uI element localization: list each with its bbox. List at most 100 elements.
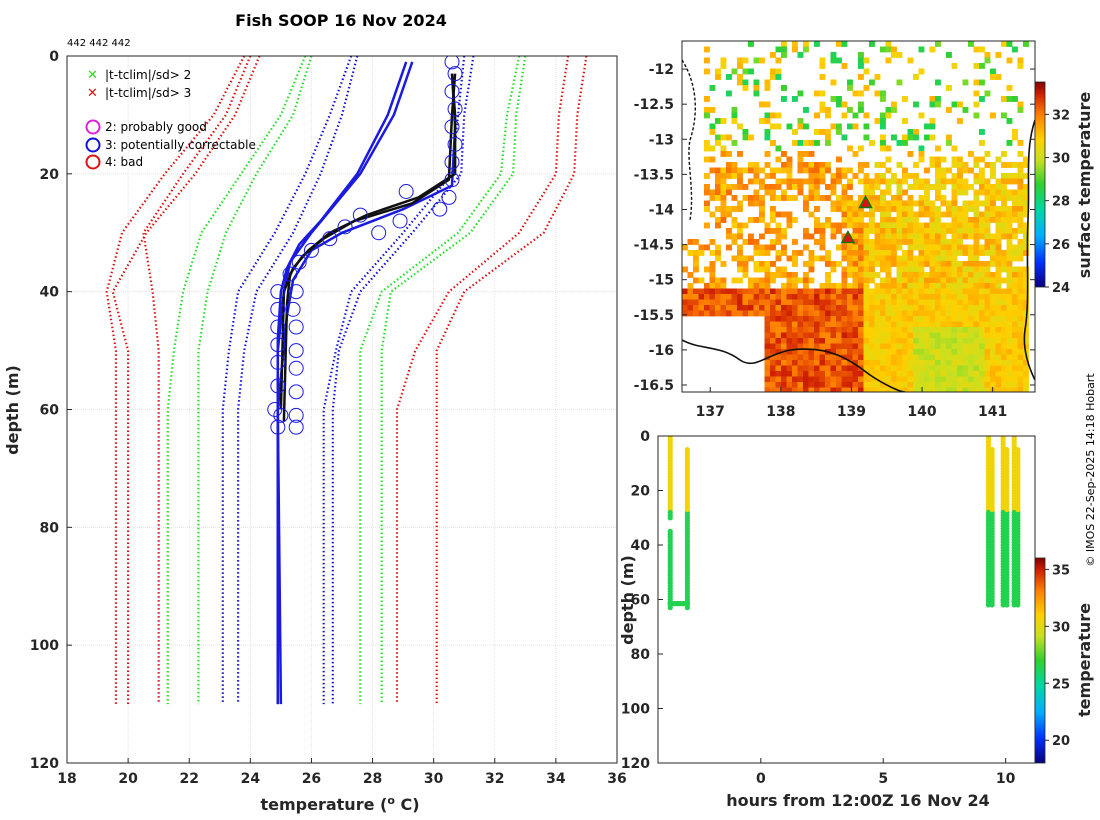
sst-cell	[852, 277, 859, 284]
sst-cell	[918, 360, 925, 366]
sst-cell	[786, 156, 793, 163]
sst-cell	[973, 261, 980, 267]
sst-cell	[1017, 140, 1024, 146]
sst-cell	[786, 294, 793, 300]
track-xlabel: hours from 12:00Z 16 Nov 24	[726, 791, 989, 810]
sst-cell	[979, 200, 985, 207]
sst-cell	[836, 222, 842, 229]
sst-cell	[841, 382, 848, 388]
sst-cell	[720, 134, 727, 141]
sst-cell	[858, 222, 864, 229]
sst-cell	[990, 195, 996, 201]
sst-cell	[962, 338, 969, 344]
sst-cell	[836, 173, 842, 179]
sst-cell	[869, 222, 875, 229]
sst-cell	[819, 233, 826, 240]
sst-cell	[940, 228, 947, 234]
sst-cell	[995, 376, 1002, 383]
sst-cell	[863, 371, 870, 377]
sst-cell	[990, 68, 996, 75]
sst-cell	[957, 239, 963, 245]
sst-cell	[742, 195, 749, 201]
sst-cell	[1017, 327, 1024, 333]
sst-cell	[896, 327, 903, 333]
sst-cell	[979, 46, 985, 53]
track-point	[1015, 447, 1021, 453]
sst-cell	[819, 107, 826, 113]
sst-cell	[979, 173, 985, 179]
sst-cell	[858, 239, 864, 245]
sst-cell	[979, 321, 985, 328]
sst-cell	[891, 376, 897, 383]
sst-cell	[984, 57, 991, 64]
sst-cell	[951, 211, 958, 218]
sst-cell	[885, 354, 892, 361]
sst-cell	[957, 310, 963, 317]
sst-cell	[720, 288, 727, 295]
sst-cell	[957, 316, 963, 322]
track-y-tick-label: 60	[631, 593, 651, 609]
sst-cell	[797, 288, 804, 295]
sst-cell	[1001, 112, 1007, 119]
sst-cell	[1001, 360, 1007, 366]
sst-cell	[819, 162, 826, 168]
sst-cell	[731, 140, 738, 146]
sst-cell	[885, 272, 892, 278]
sst-cell	[896, 360, 903, 366]
sst-cell	[830, 52, 837, 58]
sst-cell	[951, 349, 958, 355]
sst-cell	[858, 277, 864, 284]
sst-cell	[814, 371, 820, 377]
sst-cell	[940, 200, 947, 207]
sst-cell	[946, 134, 952, 141]
sst-cell	[808, 327, 815, 333]
sst-cell	[1006, 288, 1013, 295]
sst-cell	[1023, 283, 1029, 289]
sst-cell	[968, 206, 974, 212]
sst-cell	[775, 266, 782, 273]
sst-cell	[814, 354, 820, 361]
sst-cell	[874, 387, 881, 392]
sst-cell	[874, 288, 881, 295]
sst-cell	[973, 376, 980, 383]
map-x-tick-label: 137	[696, 404, 725, 420]
sst-cell	[913, 266, 919, 273]
flagged-points	[267, 56, 463, 435]
sst-cell	[935, 321, 941, 328]
sst-cell	[737, 206, 743, 212]
sst-cell	[907, 299, 914, 306]
sst-cell	[902, 206, 908, 212]
sst-cell	[1001, 173, 1007, 179]
sst-cell	[792, 46, 798, 53]
sst-cell	[797, 327, 804, 333]
sst-cell	[781, 360, 787, 366]
sst-cell	[792, 140, 798, 146]
sst-cell	[984, 200, 991, 207]
sst-cell	[913, 244, 919, 251]
sst-cell	[896, 338, 903, 344]
sst-cell	[698, 305, 705, 311]
sst-cell	[775, 360, 782, 366]
sst-cell	[858, 250, 864, 256]
sst-cell	[792, 382, 798, 388]
sst-cell	[781, 376, 787, 383]
sst-cell	[852, 90, 859, 97]
sst-cell	[858, 162, 864, 168]
sst-cell	[803, 41, 809, 47]
sst-cell	[973, 189, 980, 196]
sst-cell	[891, 349, 897, 355]
sst-cell	[825, 261, 831, 267]
flagged-point-9	[432, 201, 448, 217]
sst-cell	[869, 288, 875, 295]
sst-cell	[781, 382, 787, 388]
sst-cell	[715, 134, 721, 141]
sst-cell	[858, 343, 864, 350]
sst-cell	[935, 327, 941, 333]
sst-cell	[803, 272, 809, 278]
sst-cell	[786, 277, 793, 284]
sst-cell	[825, 305, 831, 311]
sst-cell	[907, 151, 914, 157]
track-cb-tick-label: 25	[1052, 677, 1070, 692]
sst-cell	[990, 371, 996, 377]
sst-cell	[929, 239, 936, 245]
